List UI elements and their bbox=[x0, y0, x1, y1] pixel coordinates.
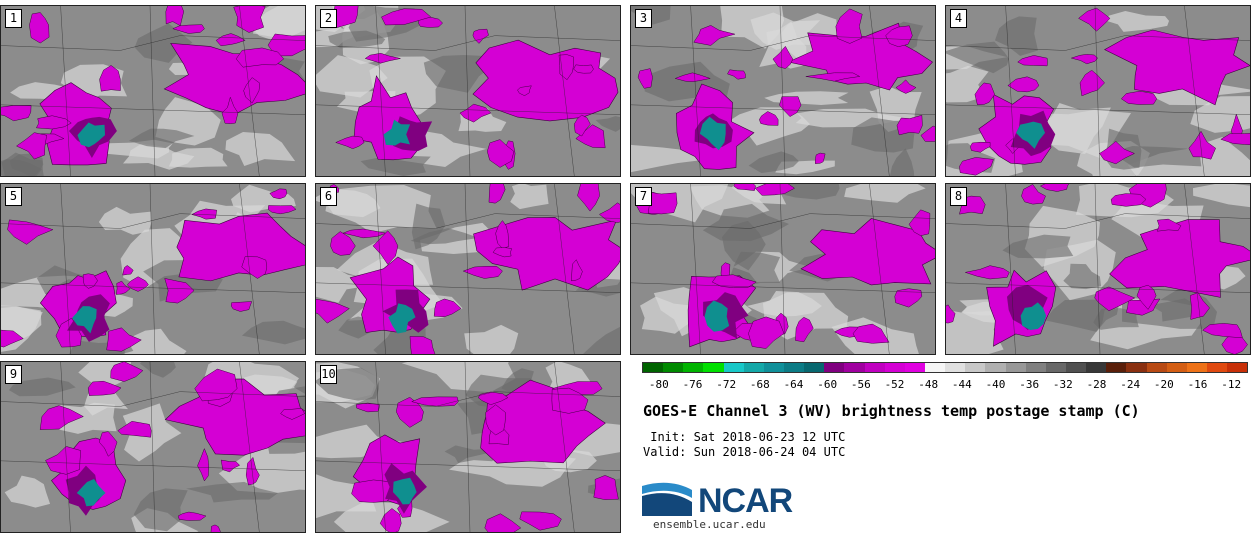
colorbar-cell bbox=[1126, 363, 1147, 372]
website-url: ensemble.ucar.edu bbox=[653, 518, 766, 531]
init-time: Init: Sat 2018-06-23 12 UTC bbox=[643, 430, 846, 444]
colorbar-cell bbox=[783, 363, 805, 372]
ncar-logo-text: NCAR bbox=[698, 482, 793, 520]
panel-number-label: 2 bbox=[320, 9, 337, 28]
colorbar-cell bbox=[1005, 363, 1026, 372]
map-image bbox=[1, 362, 305, 532]
map-panel-6: 6 bbox=[315, 183, 621, 355]
colorbar-cell bbox=[643, 363, 664, 372]
panel-number-label: 1 bbox=[5, 9, 22, 28]
map-panel-5: 5 bbox=[0, 183, 306, 355]
colorbar-tick-label: -24 bbox=[1120, 378, 1141, 391]
figure-title: GOES-E Channel 3 (WV) brightness temp po… bbox=[643, 402, 1140, 420]
colorbar-tick-label: -20 bbox=[1153, 378, 1174, 391]
colorbar-tick-label: -36 bbox=[1019, 378, 1040, 391]
panel-number-label: 5 bbox=[5, 187, 22, 206]
colorbar-cell bbox=[824, 363, 845, 372]
map-panel-9: 9 bbox=[0, 361, 306, 533]
colorbar-tick-label: -12 bbox=[1221, 378, 1242, 391]
colorbar-cell bbox=[884, 363, 905, 372]
colorbar-cell bbox=[904, 363, 925, 372]
map-image bbox=[946, 6, 1250, 176]
colorbar-cell bbox=[864, 363, 885, 372]
colorbar-cell bbox=[924, 363, 946, 372]
map-panel-10: 10 bbox=[315, 361, 621, 533]
map-panel-8: 8 bbox=[945, 183, 1251, 355]
colorbar-tick-label: -48 bbox=[918, 378, 939, 391]
map-panel-3: 3 bbox=[630, 5, 936, 177]
panel-number-label: 6 bbox=[320, 187, 337, 206]
colorbar-tick-label: -60 bbox=[817, 378, 838, 391]
map-image bbox=[316, 6, 620, 176]
colorbar-tick-label: -52 bbox=[884, 378, 905, 391]
colorbar-tick-label: -68 bbox=[749, 378, 770, 391]
ncar-logo-icon bbox=[642, 482, 692, 516]
colorbar-cell bbox=[1146, 363, 1167, 372]
map-panel-7: 7 bbox=[630, 183, 936, 355]
colorbar-cell bbox=[1186, 363, 1207, 372]
colorbar-cell bbox=[985, 363, 1006, 372]
map-image bbox=[631, 184, 935, 354]
colorbar-cell bbox=[1227, 363, 1248, 372]
colorbar-tick-label: -56 bbox=[850, 378, 871, 391]
colorbar-cell bbox=[804, 363, 825, 372]
colorbar-cell bbox=[1045, 363, 1066, 372]
colorbar-cell bbox=[743, 363, 764, 372]
colorbar-tick-labels: -80 -76 -72 -68 -64 -60 -56 -52 -48 -44 -40 -36 -32-… bbox=[642, 378, 1248, 392]
map-panel-2: 2 bbox=[315, 5, 621, 177]
colorbar-cell bbox=[663, 363, 684, 372]
map-image bbox=[631, 6, 935, 176]
colorbar-cell bbox=[965, 363, 986, 372]
map-panel-4: 4 bbox=[945, 5, 1251, 177]
map-panel-1: 1 bbox=[0, 5, 306, 177]
panel-number-label: 7 bbox=[635, 187, 652, 206]
map-image bbox=[946, 184, 1250, 354]
colorbar-cell bbox=[703, 363, 724, 372]
colorbar-tick-label: -16 bbox=[1187, 378, 1208, 391]
colorbar-cell bbox=[1025, 363, 1046, 372]
colorbar-tick-label: -72 bbox=[716, 378, 737, 391]
colorbar-cell bbox=[1106, 363, 1127, 372]
colorbar-cell bbox=[844, 363, 865, 372]
map-image bbox=[316, 184, 620, 354]
map-image bbox=[316, 362, 620, 532]
colorbar-tick-label: -76 bbox=[682, 378, 703, 391]
map-image bbox=[1, 184, 305, 354]
panel-number-label: 9 bbox=[5, 365, 22, 384]
panel-number-label: 3 bbox=[635, 9, 652, 28]
colorbar-cell bbox=[1065, 363, 1087, 372]
colorbar-tick-label: -32 bbox=[1052, 378, 1073, 391]
colorbar-cell bbox=[945, 363, 966, 372]
colorbar-cell bbox=[683, 363, 704, 372]
colorbar-tick-label: -80 bbox=[648, 378, 669, 391]
panel-number-label: 10 bbox=[320, 365, 337, 384]
colorbar-cell bbox=[1206, 363, 1228, 372]
panel-number-label: 4 bbox=[950, 9, 967, 28]
colorbar-tick-label: -40 bbox=[985, 378, 1006, 391]
panel-number-label: 8 bbox=[950, 187, 967, 206]
colorbar-tick-label: -44 bbox=[951, 378, 972, 391]
colorbar-cell bbox=[1166, 363, 1187, 372]
colorbar bbox=[642, 362, 1248, 373]
colorbar-tick-label: -64 bbox=[783, 378, 804, 391]
colorbar-cell bbox=[723, 363, 744, 372]
valid-time: Valid: Sun 2018-06-24 04 UTC bbox=[643, 445, 846, 459]
map-image bbox=[1, 6, 305, 176]
colorbar-tick-label: -28 bbox=[1086, 378, 1107, 391]
colorbar-cell bbox=[1086, 363, 1107, 372]
colorbar-cell bbox=[763, 363, 784, 372]
